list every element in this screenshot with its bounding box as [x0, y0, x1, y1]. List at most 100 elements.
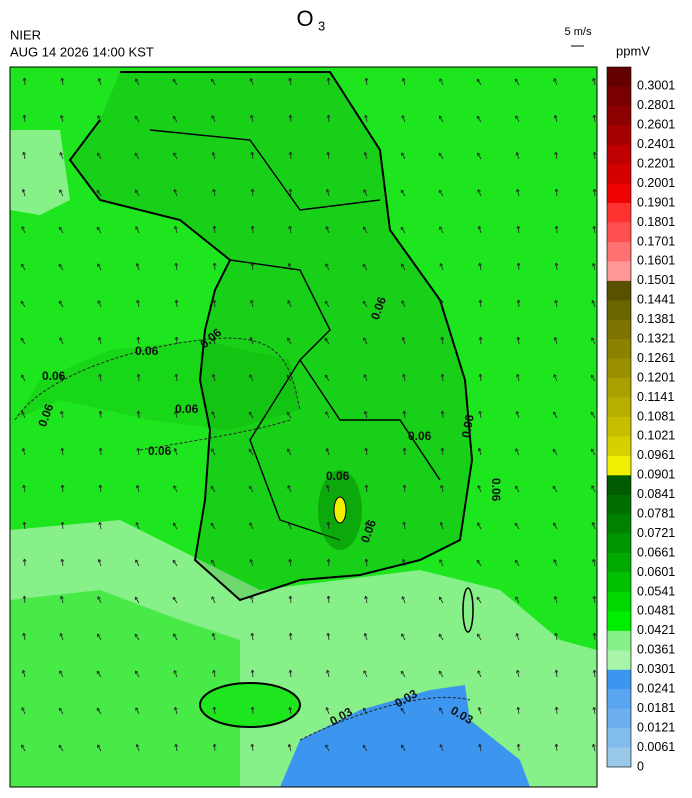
wind-arrow [593, 188, 596, 197]
wind-arrow-head [516, 706, 521, 710]
wind-arrow-head [515, 411, 520, 415]
wind-arrow [212, 374, 216, 382]
wind-arrow-head [515, 115, 519, 119]
wind-arrow [438, 670, 444, 678]
wind-arrow [326, 226, 330, 234]
wind-arrow [553, 78, 558, 86]
wind-arrow-head [21, 226, 25, 230]
colorbar-label: 0.0301 [637, 662, 675, 676]
wind-arrow [136, 485, 140, 493]
wind-arrow-head [288, 151, 293, 155]
wind-arrow-head [362, 263, 367, 268]
wind-arrow [365, 115, 368, 123]
wind-arrow [518, 299, 520, 308]
wind-arrow [137, 337, 140, 345]
wind-arrow [60, 633, 64, 641]
wind-arrow-head [59, 152, 64, 156]
wind-arrow-head [135, 189, 139, 193]
wind-arrow [214, 262, 216, 271]
wind-arrow [590, 411, 596, 419]
wind-arrow [515, 115, 520, 123]
wind-arrow [515, 78, 520, 86]
wind-arrow-head [97, 115, 101, 119]
wind-arrow-head [211, 633, 216, 637]
wind-arrow [554, 337, 558, 345]
wind-arrow-head [22, 595, 27, 599]
wind-arrow [212, 633, 216, 641]
wind-arrow [252, 706, 254, 715]
wind-arrow-head [173, 633, 177, 637]
wind-arrow-head [553, 522, 557, 526]
wind-arrow [515, 448, 520, 456]
wind-arrow-head [362, 744, 367, 749]
wind-arrow [555, 262, 558, 271]
wind-arrow-head [592, 77, 596, 82]
wind-arrow-head [250, 299, 254, 304]
wind-arrow [134, 633, 140, 641]
wind-arrow [517, 262, 520, 271]
wind-arrow [22, 189, 26, 197]
wind-arrow [552, 485, 558, 493]
colorbar-bin [607, 553, 631, 573]
wind-arrow-head [60, 558, 65, 563]
wind-arrow [23, 485, 26, 493]
wind-arrow-head [325, 448, 330, 452]
wind-arrow-head [476, 559, 481, 564]
wind-arrow-head [476, 596, 481, 601]
wind-arrow [327, 114, 330, 123]
contour-label: 0.06 [148, 444, 172, 458]
wind-arrow-head [211, 373, 216, 378]
wind-arrow-head [96, 707, 101, 712]
colorbar-bin [607, 339, 631, 359]
wind-arrow [250, 78, 254, 86]
wind-arrow-head [21, 670, 26, 674]
wind-arrow [480, 336, 482, 345]
wind-arrow-head [288, 225, 292, 230]
wind-arrow [97, 300, 102, 308]
wind-arrow [22, 670, 26, 678]
wind-arrow-head [212, 188, 216, 193]
wind-arrow [98, 337, 102, 345]
wind-arrow [403, 411, 406, 419]
wind-arrow [134, 152, 140, 160]
wind-arrow-head [553, 559, 557, 563]
wind-arrow [248, 448, 254, 456]
colorbar-bin [607, 280, 631, 301]
wind-arrow-head [554, 632, 558, 637]
wind-arrow [516, 152, 520, 160]
wind-arrow-head [135, 263, 140, 267]
wind-arrow-head [477, 633, 481, 637]
wind-arrow-head [172, 115, 177, 120]
wind-arrow [440, 263, 444, 271]
colorbar-bin [607, 105, 631, 126]
wind-arrow-head [477, 707, 482, 711]
wind-arrow-head [515, 633, 520, 637]
wind-arrow-head [554, 743, 559, 747]
wind-arrow-head [173, 189, 178, 193]
wind-arrow-head [20, 337, 25, 342]
source: NIER [10, 27, 41, 42]
wind-arrow-head [478, 410, 483, 415]
wind-arrow-head [401, 337, 406, 341]
wind-arrow [365, 596, 368, 604]
wind-arrow [60, 152, 64, 160]
wind-arrow [213, 707, 216, 715]
wind-arrow-head [554, 151, 559, 156]
wind-arrow [514, 559, 520, 567]
wind-arrow [363, 670, 368, 678]
colorbar: 0.3001 0.2801 0.2601 0.2401 0.2201 0.2001 0.19… [606, 66, 675, 773]
wind-arrow-head [592, 188, 597, 192]
colorbar-label: 0.0181 [637, 701, 675, 715]
wind-arrow [23, 152, 26, 160]
wind-arrow [99, 410, 102, 419]
wind-arrow-head [98, 410, 103, 414]
wind-arrow [174, 226, 178, 234]
wind-arrow-head [22, 558, 27, 562]
wind-arrow [363, 707, 368, 715]
colorbar-bin [607, 533, 631, 554]
wind-arrow-head [477, 152, 481, 156]
wind-arrow [554, 596, 558, 604]
wind-arrow [366, 521, 368, 530]
wind-arrow [251, 669, 254, 678]
wind-arrow-head [250, 743, 255, 747]
